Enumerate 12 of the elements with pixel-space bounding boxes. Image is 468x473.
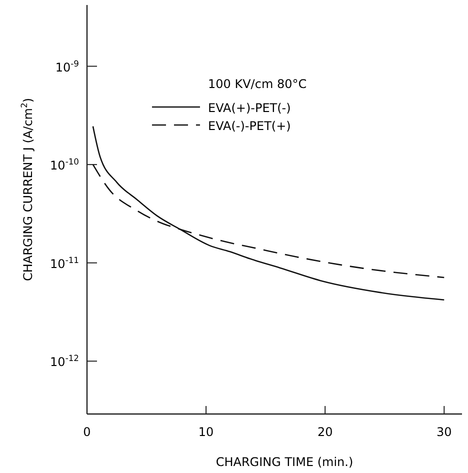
y-tick-label: 10$^{-11}$ — [50, 254, 79, 271]
x-tick-label: 0 — [83, 425, 91, 439]
x-tick-label: 20 — [317, 425, 333, 439]
legend-label: EVA(+)-PET(-) — [208, 101, 291, 115]
y-tick-label: 10$^{-9}$ — [55, 58, 79, 74]
annotation: 100 KV/cm 80°C — [208, 77, 307, 91]
legend-label: EVA(-)-PET(+) — [208, 119, 291, 133]
y-tick-label: 10$^{-12}$ — [50, 353, 79, 370]
x-tick-label: 10 — [198, 425, 214, 439]
x-axis-title: CHARGING TIME (min.) — [216, 455, 354, 469]
y-tick-label: 10$^{-10}$ — [50, 156, 79, 173]
x-tick-label: 30 — [436, 425, 452, 439]
